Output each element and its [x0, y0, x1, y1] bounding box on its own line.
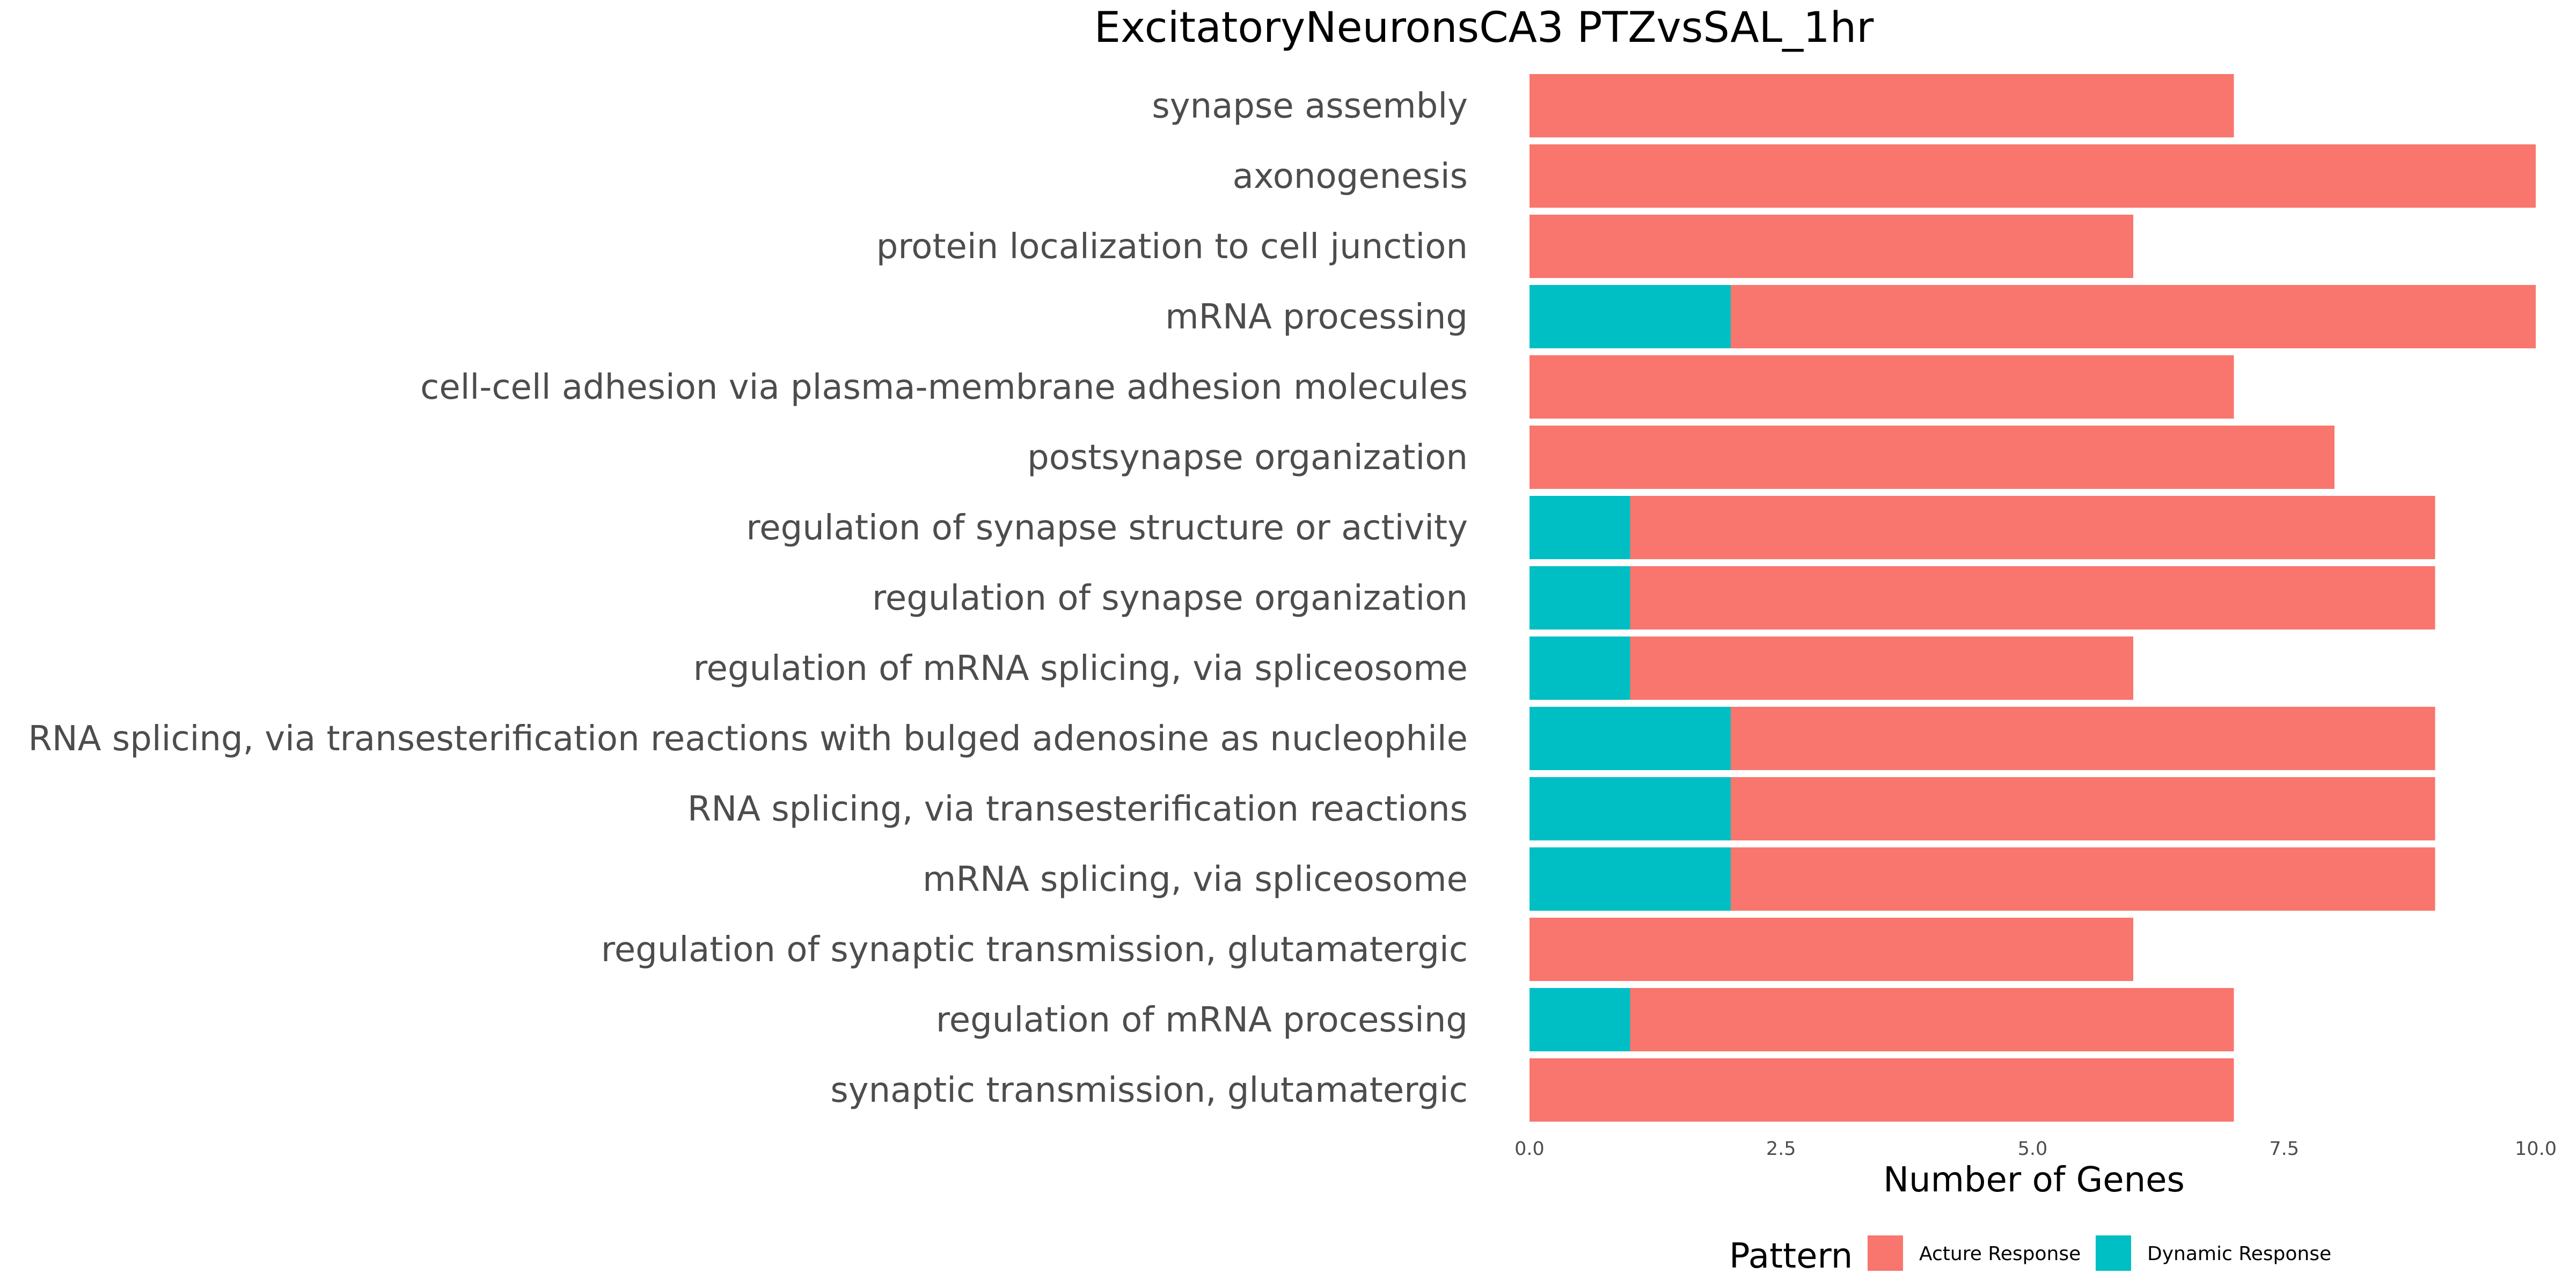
bar-acute-6	[1630, 496, 2435, 559]
bar-acute-14	[1529, 1058, 2234, 1122]
category-label: regulation of synapse organization	[872, 579, 1468, 618]
legend-label: Acture Response	[1919, 1243, 2081, 1265]
bar-dynamic-3	[1529, 285, 1731, 348]
bar-acute-4	[1529, 355, 2234, 419]
bar-dynamic-7	[1529, 566, 1630, 630]
legend-swatch	[2096, 1235, 2131, 1271]
chart-title: ExcitatoryNeuronsCA3 PTZvsSAL_1hr	[1094, 4, 1874, 52]
legend-title: Pattern	[1729, 1236, 1853, 1276]
category-labels: synapse assembly axonogenesis protein loca…	[28, 86, 1468, 1110]
legend-label: Dynamic Response	[2147, 1243, 2331, 1265]
legend-swatch	[1868, 1235, 1903, 1271]
category-label: mRNA processing	[1165, 297, 1468, 337]
bar-dynamic-9	[1529, 707, 1731, 770]
category-label: axonogenesis	[1233, 157, 1468, 196]
bar-dynamic-11	[1529, 847, 1731, 911]
bars	[1529, 74, 2536, 1122]
bar-dynamic-6	[1529, 496, 1630, 559]
bar-acute-1	[1529, 144, 2536, 208]
bar-acute-11	[1731, 847, 2435, 911]
category-label: synapse assembly	[1152, 86, 1468, 126]
bar-acute-9	[1731, 707, 2435, 770]
category-label: mRNA splicing, via spliceosome	[923, 860, 1468, 899]
category-label: regulation of synaptic transmission, glu…	[601, 930, 1468, 970]
bar-acute-13	[1630, 988, 2234, 1051]
bar-acute-0	[1529, 74, 2234, 137]
category-label: regulation of mRNA splicing, via spliceo…	[693, 649, 1468, 689]
category-label: cell-cell adhesion via plasma-membrane a…	[420, 368, 1468, 407]
x-axis-label: Number of Genes	[1883, 1160, 2185, 1200]
legend-items: Acture Response Dynamic Response	[1868, 1235, 2331, 1271]
x-tick-labels: 0.0 2.5 5.0 7.5 10.0	[1514, 1138, 2557, 1160]
category-label: synaptic transmission, glutamatergic	[830, 1071, 1468, 1110]
x-tick-label: 5.0	[2018, 1138, 2048, 1160]
category-label: protein localization to cell junction	[876, 227, 1468, 267]
bar-acute-7	[1630, 566, 2435, 630]
bar-acute-5	[1529, 426, 2334, 489]
category-label: RNA splicing, via transesterification re…	[687, 789, 1468, 829]
x-tick-label: 2.5	[1766, 1138, 1796, 1160]
bar-acute-2	[1529, 215, 2133, 278]
x-tick-label: 0.0	[1514, 1138, 1545, 1160]
bar-acute-8	[1630, 636, 2133, 700]
category-label: regulation of mRNA processing	[936, 1000, 1468, 1040]
bar-acute-12	[1529, 918, 2133, 981]
legend: Pattern Acture Response Dynamic Response	[1729, 1235, 2331, 1276]
category-label: postsynapse organization	[1027, 438, 1468, 478]
bar-dynamic-10	[1529, 777, 1731, 840]
bar-acute-10	[1731, 777, 2435, 840]
bar-dynamic-13	[1529, 988, 1630, 1051]
bar-dynamic-8	[1529, 636, 1630, 700]
category-label: regulation of synapse structure or activ…	[746, 508, 1468, 548]
category-label: RNA splicing, via transesterification re…	[28, 719, 1468, 759]
bar-acute-3	[1731, 285, 2536, 348]
x-tick-label: 10.0	[2515, 1138, 2557, 1160]
x-tick-label: 7.5	[2269, 1138, 2299, 1160]
